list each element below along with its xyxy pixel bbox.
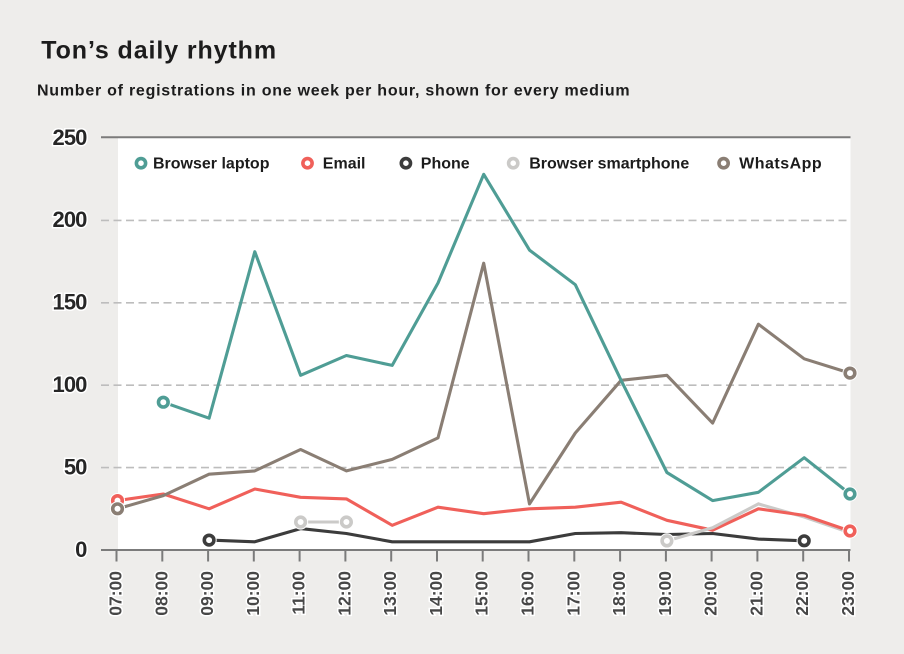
svg-text:Email: Email <box>323 156 366 173</box>
svg-text:07:00: 07:00 <box>106 571 126 616</box>
svg-text:WhatsApp: WhatsApp <box>739 156 822 173</box>
svg-text:13:00: 13:00 <box>380 571 400 616</box>
svg-text:22:00: 22:00 <box>792 571 812 616</box>
svg-text:50: 50 <box>64 454 87 479</box>
svg-text:Ton’s daily rhythm: Ton’s daily rhythm <box>41 37 277 65</box>
svg-text:10:00: 10:00 <box>243 571 263 616</box>
svg-text:15:00: 15:00 <box>472 571 492 616</box>
svg-text:Number of registrations in one: Number of registrations in one week per … <box>37 83 630 100</box>
svg-text:18:00: 18:00 <box>609 571 629 616</box>
svg-text:21:00: 21:00 <box>746 571 766 616</box>
svg-text:19:00: 19:00 <box>655 571 675 616</box>
svg-text:23:00: 23:00 <box>838 571 858 616</box>
svg-text:12:00: 12:00 <box>334 571 354 616</box>
svg-text:09:00: 09:00 <box>197 571 217 616</box>
svg-text:Phone: Phone <box>421 156 470 173</box>
svg-text:08:00: 08:00 <box>151 571 171 616</box>
svg-text:11:00: 11:00 <box>289 571 309 615</box>
svg-text:100: 100 <box>52 372 87 397</box>
svg-text:250: 250 <box>52 125 87 150</box>
svg-text:20:00: 20:00 <box>701 571 721 616</box>
svg-text:200: 200 <box>52 207 87 232</box>
svg-text:16:00: 16:00 <box>518 571 538 616</box>
svg-text:17:00: 17:00 <box>563 571 583 616</box>
svg-text:14:00: 14:00 <box>426 571 446 616</box>
svg-text:150: 150 <box>52 290 87 315</box>
svg-text:Browser laptop: Browser laptop <box>153 156 270 173</box>
svg-text:0: 0 <box>75 537 87 562</box>
svg-text:Browser smartphone: Browser smartphone <box>529 156 689 173</box>
